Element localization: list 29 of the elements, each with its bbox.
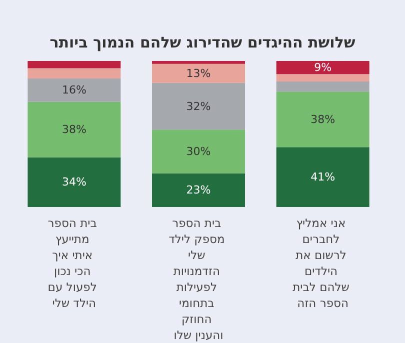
bar (276, 81, 370, 92)
bar (28, 102, 121, 158)
bar (28, 68, 121, 79)
data-label: 30% (186, 145, 211, 158)
data-label: 34% (62, 176, 86, 189)
data-label: 41% (310, 170, 336, 184)
x-tick-label: אני אמליץ לחברים לרשום את הילדים שלהם לבית הספר הזה (292, 216, 354, 310)
bar (152, 130, 245, 174)
data-label: 13% (186, 66, 211, 80)
data-label: 23% (186, 184, 211, 197)
bar (152, 61, 245, 64)
data-label: 38% (310, 112, 336, 126)
bar (28, 78, 121, 102)
bar (276, 61, 370, 74)
bar (28, 157, 121, 207)
bar (152, 173, 245, 207)
chart-title: שלושת ההיגדים שהדירוג שלהם הנמוך ביותר (50, 34, 356, 52)
bar (152, 82, 245, 130)
x-tick-label: בית הספר מספק לילד שלי הזדמנויות לפעילות בתחומי החוזק והענין שלו (168, 216, 228, 342)
bar (28, 61, 121, 68)
data-label: 16% (62, 84, 86, 97)
x-tick-label: בית הספר מתייעץ איתי איך הכי נכון לפעול עם הילד שלי (48, 216, 101, 310)
data-label: 32% (186, 100, 211, 113)
data-label: 38% (62, 123, 86, 136)
bar (152, 64, 245, 83)
bar (276, 147, 370, 207)
data-label: 9% (314, 61, 332, 74)
bar (276, 74, 370, 82)
bar (276, 92, 370, 148)
